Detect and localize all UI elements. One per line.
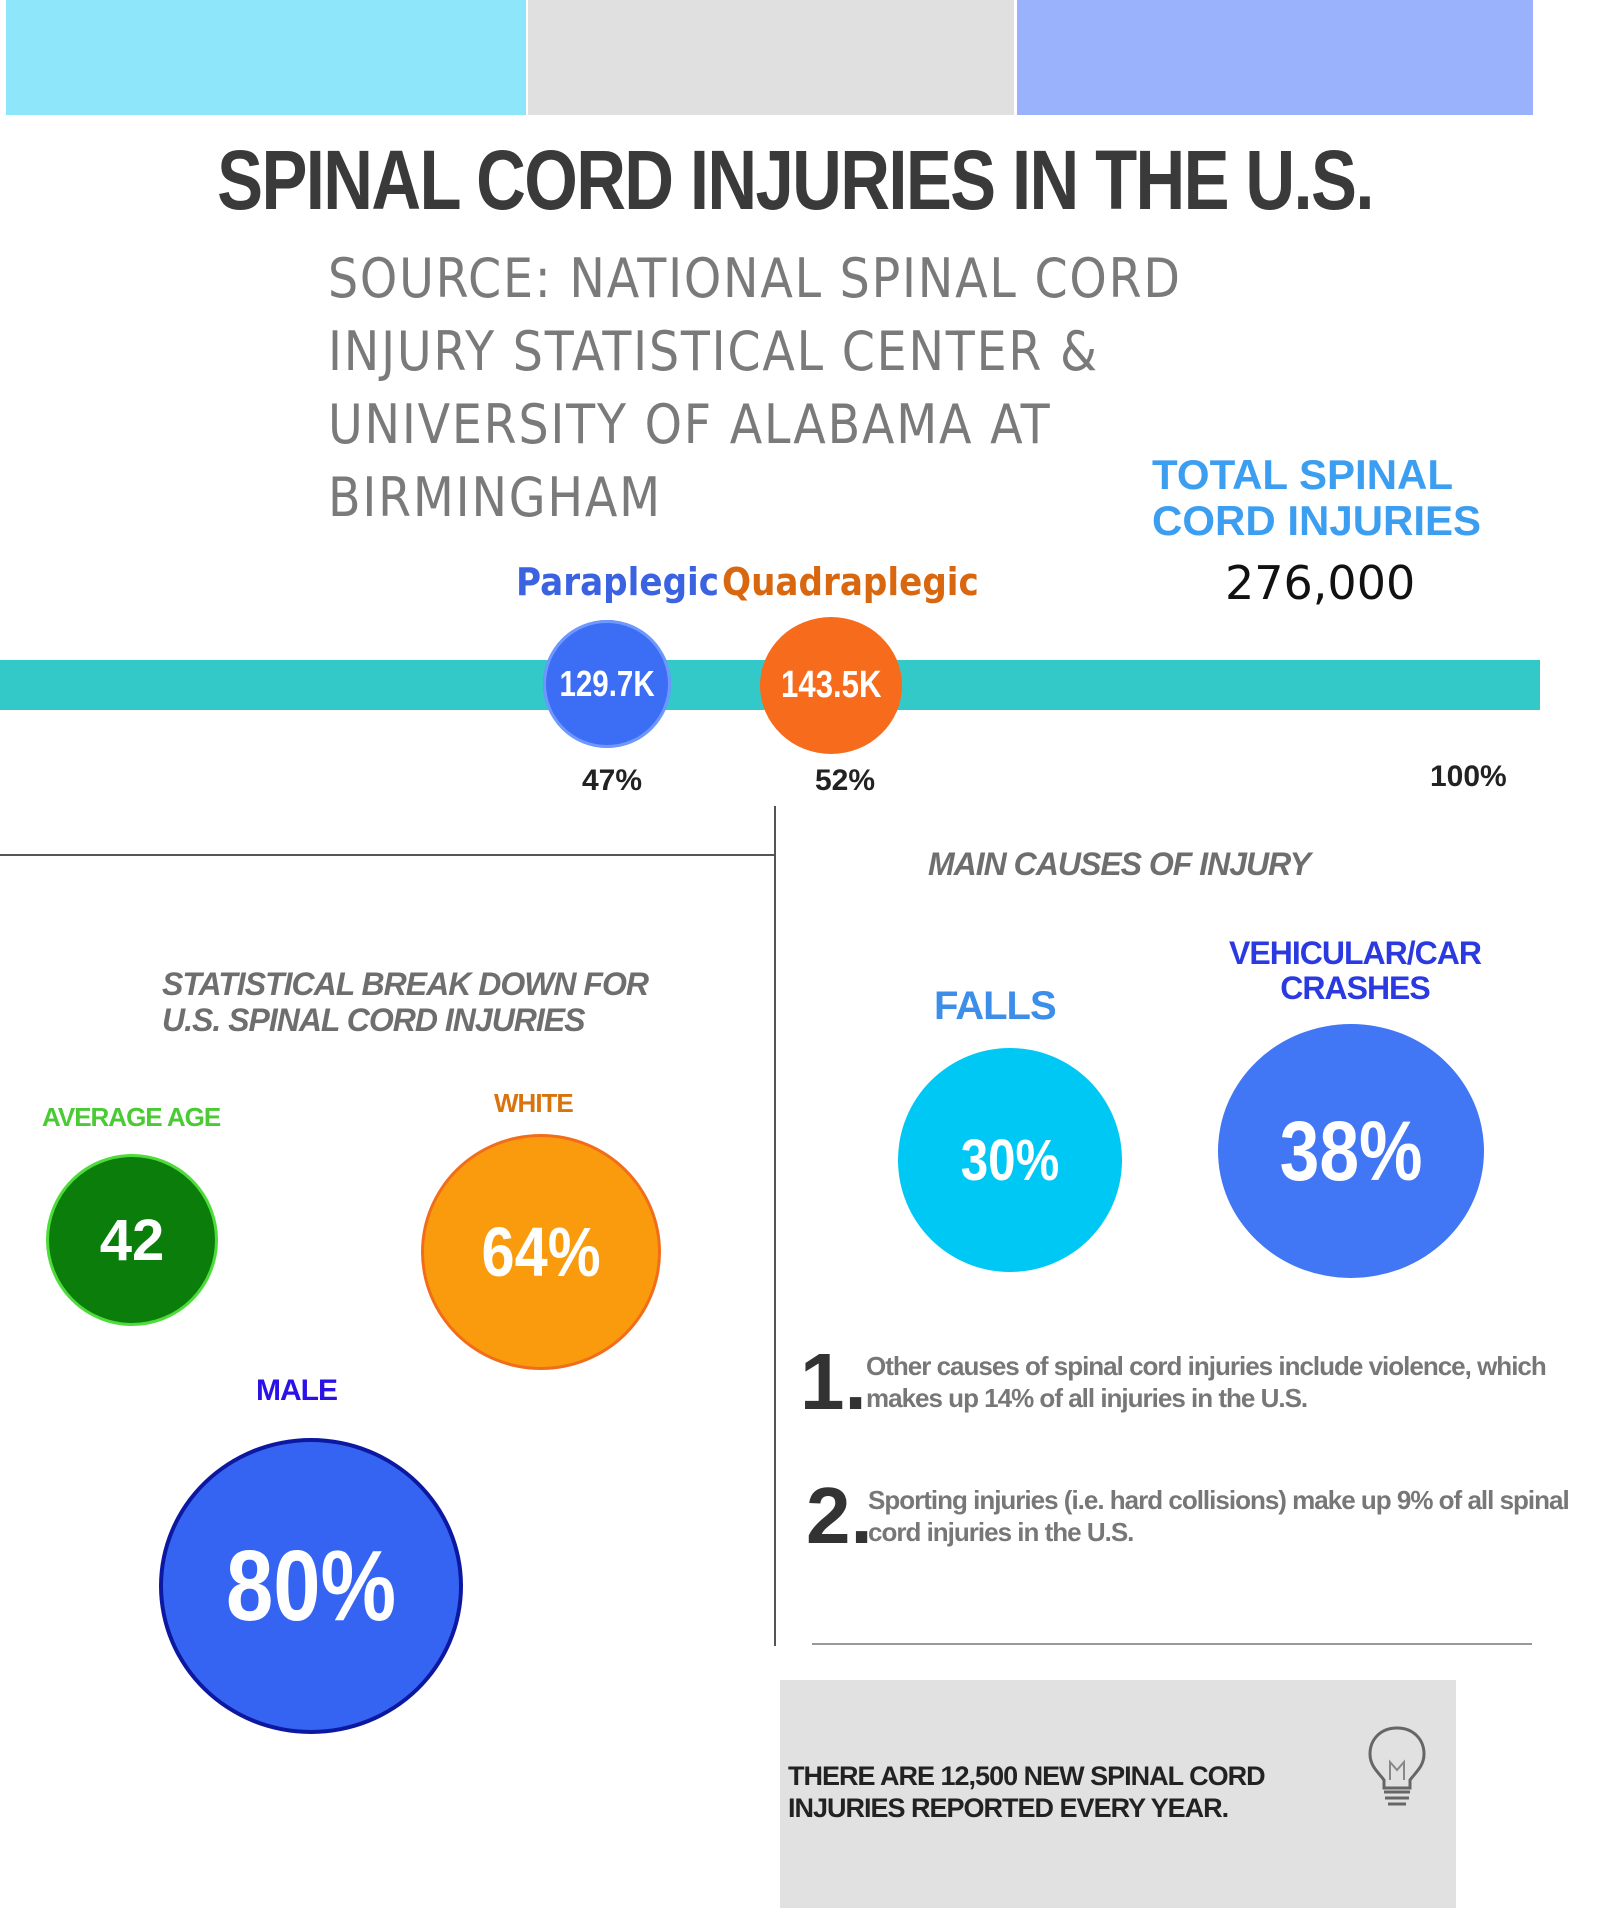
white-bubble: 64% xyxy=(421,1134,661,1370)
causes-title: MAIN CAUSES OF INJURY xyxy=(928,846,1311,882)
breakdown-title: STATISTICAL BREAK DOWN FOR U.S. SPINAL C… xyxy=(162,966,649,1038)
note-text: Other causes of spinal cord injuries inc… xyxy=(866,1351,1547,1413)
vehicular-label-line: VEHICULAR/CAR xyxy=(1229,935,1482,971)
fact-text: THERE ARE 12,500 NEW SPINAL CORD INJURIE… xyxy=(788,1760,1328,1824)
paraplegic-label: Paraplegic xyxy=(516,560,720,604)
right-bottom-divider xyxy=(812,1643,1532,1645)
fact-box xyxy=(780,1680,1456,1908)
falls-label: FALLS xyxy=(934,984,1057,1028)
horizontal-divider xyxy=(0,854,776,856)
falls-value: 30% xyxy=(960,1127,1060,1193)
white-label: WHITE xyxy=(494,1088,574,1118)
paraplegic-percent: 47% xyxy=(582,764,643,797)
total-label: TOTAL SPINAL CORD INJURIES xyxy=(1152,452,1592,544)
paraplegic-value: 129.7K xyxy=(559,663,655,704)
male-bubble: 80% xyxy=(159,1438,463,1734)
quadraplegic-bubble: 143.5K xyxy=(760,617,902,754)
fact-line: INJURIES REPORTED EVERY YEAR. xyxy=(788,1793,1229,1823)
total-label-line: TOTAL SPINAL xyxy=(1152,451,1454,498)
fact-line: THERE ARE 12,500 NEW SPINAL CORD xyxy=(788,1761,1266,1791)
quadraplegic-value: 143.5K xyxy=(780,664,882,706)
page-title: SPINAL CORD INJURIES IN THE U.S. xyxy=(217,133,1374,227)
average-age-value: 42 xyxy=(99,1207,165,1273)
source-line: INJURY STATISTICAL CENTER & xyxy=(328,320,1099,383)
male-label: MALE xyxy=(256,1374,338,1407)
source-line: BIRMINGHAM xyxy=(328,466,662,529)
top-bar-cyan xyxy=(6,0,526,115)
top-bar-gray xyxy=(528,0,1014,115)
note-number: 1. xyxy=(800,1337,867,1426)
average-age-label: AVERAGE AGE xyxy=(42,1102,221,1132)
total-percent: 100% xyxy=(1430,760,1507,793)
falls-bubble: 30% xyxy=(898,1048,1122,1272)
total-value: 276,000 xyxy=(1225,556,1416,610)
vehicular-value: 38% xyxy=(1279,1103,1423,1198)
source-line: SOURCE: NATIONAL SPINAL CORD xyxy=(328,247,1182,310)
vehicular-label: VEHICULAR/CAR CRASHES xyxy=(1180,936,1530,1006)
top-bar-periwinkle xyxy=(1017,0,1533,115)
quadraplegic-label: Quadraplegic xyxy=(722,560,979,604)
lightbulb-icon xyxy=(1362,1722,1432,1812)
source-text: SOURCE: NATIONAL SPINAL CORD INJURY STAT… xyxy=(328,242,1190,534)
total-label-line: CORD INJURIES xyxy=(1152,497,1482,544)
note-text: Sporting injuries (i.e. hard collisions)… xyxy=(868,1485,1570,1547)
vertical-divider xyxy=(774,806,776,1646)
vehicular-label-line: CRASHES xyxy=(1280,970,1430,1006)
white-value: 64% xyxy=(481,1213,601,1291)
average-age-bubble: 42 xyxy=(46,1154,218,1326)
paraplegic-bubble: 129.7K xyxy=(543,620,671,748)
male-value: 80% xyxy=(225,1529,397,1642)
source-line: UNIVERSITY OF ALABAMA AT xyxy=(328,393,1052,456)
note-number: 2. xyxy=(806,1471,873,1560)
vehicular-bubble: 38% xyxy=(1218,1024,1484,1278)
quadraplegic-percent: 52% xyxy=(815,764,876,797)
breakdown-title-line: STATISTICAL BREAK DOWN FOR xyxy=(162,966,649,1002)
breakdown-title-line: U.S. SPINAL CORD INJURIES xyxy=(162,1002,585,1038)
